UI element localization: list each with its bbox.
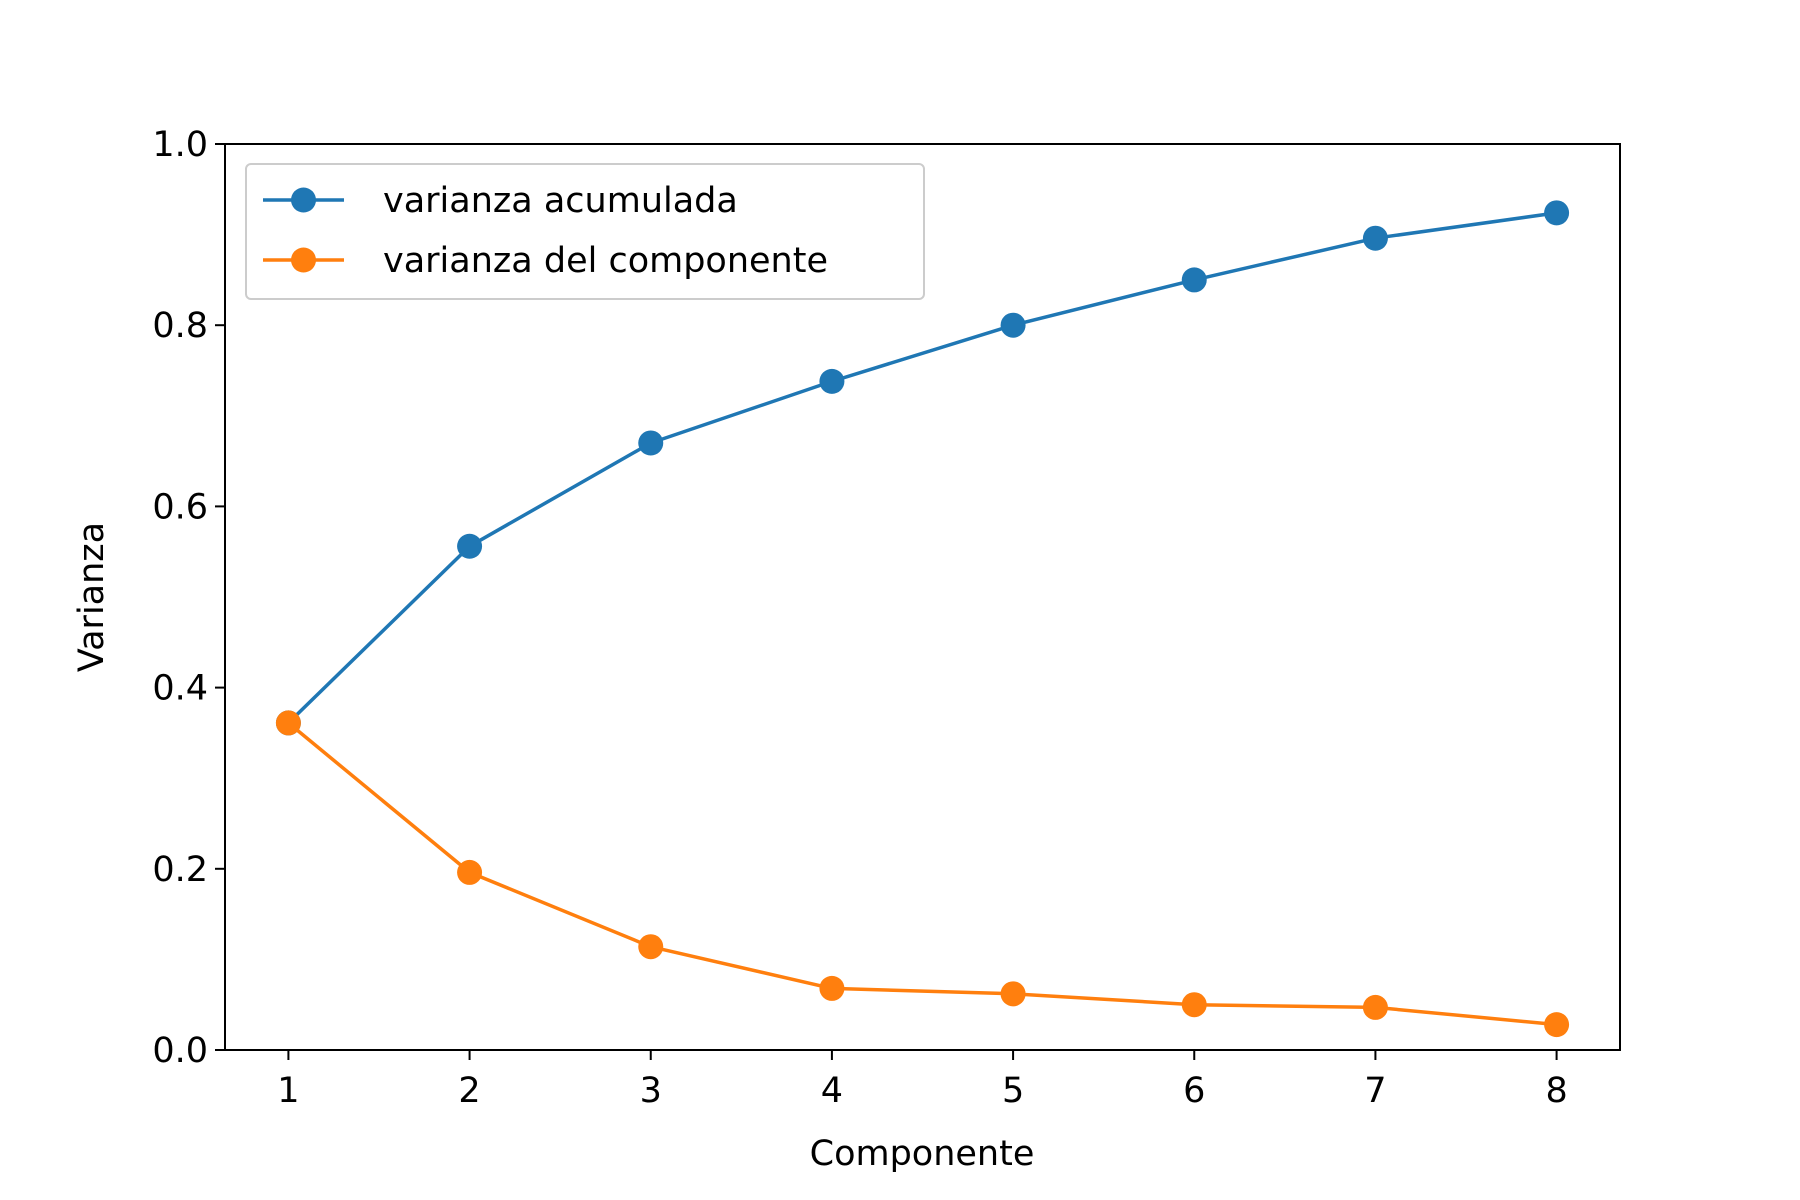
series-layer	[275, 200, 1570, 1038]
x-axis-title: Componente	[810, 1134, 1035, 1174]
y-axis-ticks: 0.0 0.2 0.4 0.6 0.8 1.0	[152, 125, 225, 1071]
x-tick-label: 4	[821, 1071, 843, 1111]
legend-box	[245, 163, 925, 300]
legend-entry: varianza acumulada	[263, 181, 738, 221]
data-point	[1000, 981, 1026, 1007]
legend-marker-swatch	[291, 187, 316, 213]
data-point	[1544, 200, 1570, 226]
data-point	[638, 934, 664, 960]
data-point	[819, 975, 845, 1001]
y-tick-label: 0.2	[152, 850, 208, 890]
x-tick-label: 5	[1002, 1071, 1024, 1111]
legend-label: varianza del componente	[383, 241, 828, 281]
data-point	[1181, 267, 1207, 293]
x-tick-label: 1	[277, 1071, 299, 1111]
legend-marker-swatch	[291, 247, 316, 273]
y-axis-title: Varianza	[72, 522, 112, 672]
legend: varianza acumulada varianza del component…	[245, 163, 925, 300]
series-line	[285, 720, 1559, 1027]
y-tick-label: 0.4	[152, 669, 208, 709]
data-point	[1362, 994, 1388, 1020]
data-point	[1362, 225, 1388, 251]
series-line	[285, 210, 1559, 726]
y-tick-label: 0.0	[152, 1031, 208, 1071]
y-tick-label: 0.6	[152, 487, 208, 527]
data-point	[1544, 1012, 1570, 1038]
legend-entry: varianza del componente	[263, 241, 828, 281]
data-point	[638, 430, 664, 456]
data-point	[457, 533, 483, 559]
data-point	[275, 710, 301, 736]
data-point	[457, 859, 483, 885]
y-tick-label: 1.0	[152, 125, 208, 165]
x-tick-label: 2	[458, 1071, 480, 1111]
x-tick-label: 7	[1364, 1071, 1386, 1111]
x-tick-label: 6	[1183, 1071, 1205, 1111]
y-tick-label: 0.8	[152, 306, 208, 346]
x-tick-label: 8	[1545, 1071, 1567, 1111]
series-1	[275, 200, 1570, 736]
plot-frame	[224, 143, 1621, 1051]
x-axis-ticks: 1 2 3 4 5 6 7 8	[277, 1050, 1568, 1111]
series-2	[275, 710, 1570, 1038]
data-point	[1000, 312, 1026, 338]
x-tick-label: 3	[640, 1071, 662, 1111]
legend-label: varianza acumulada	[383, 181, 738, 221]
data-point	[819, 368, 845, 394]
data-point	[1181, 992, 1207, 1018]
